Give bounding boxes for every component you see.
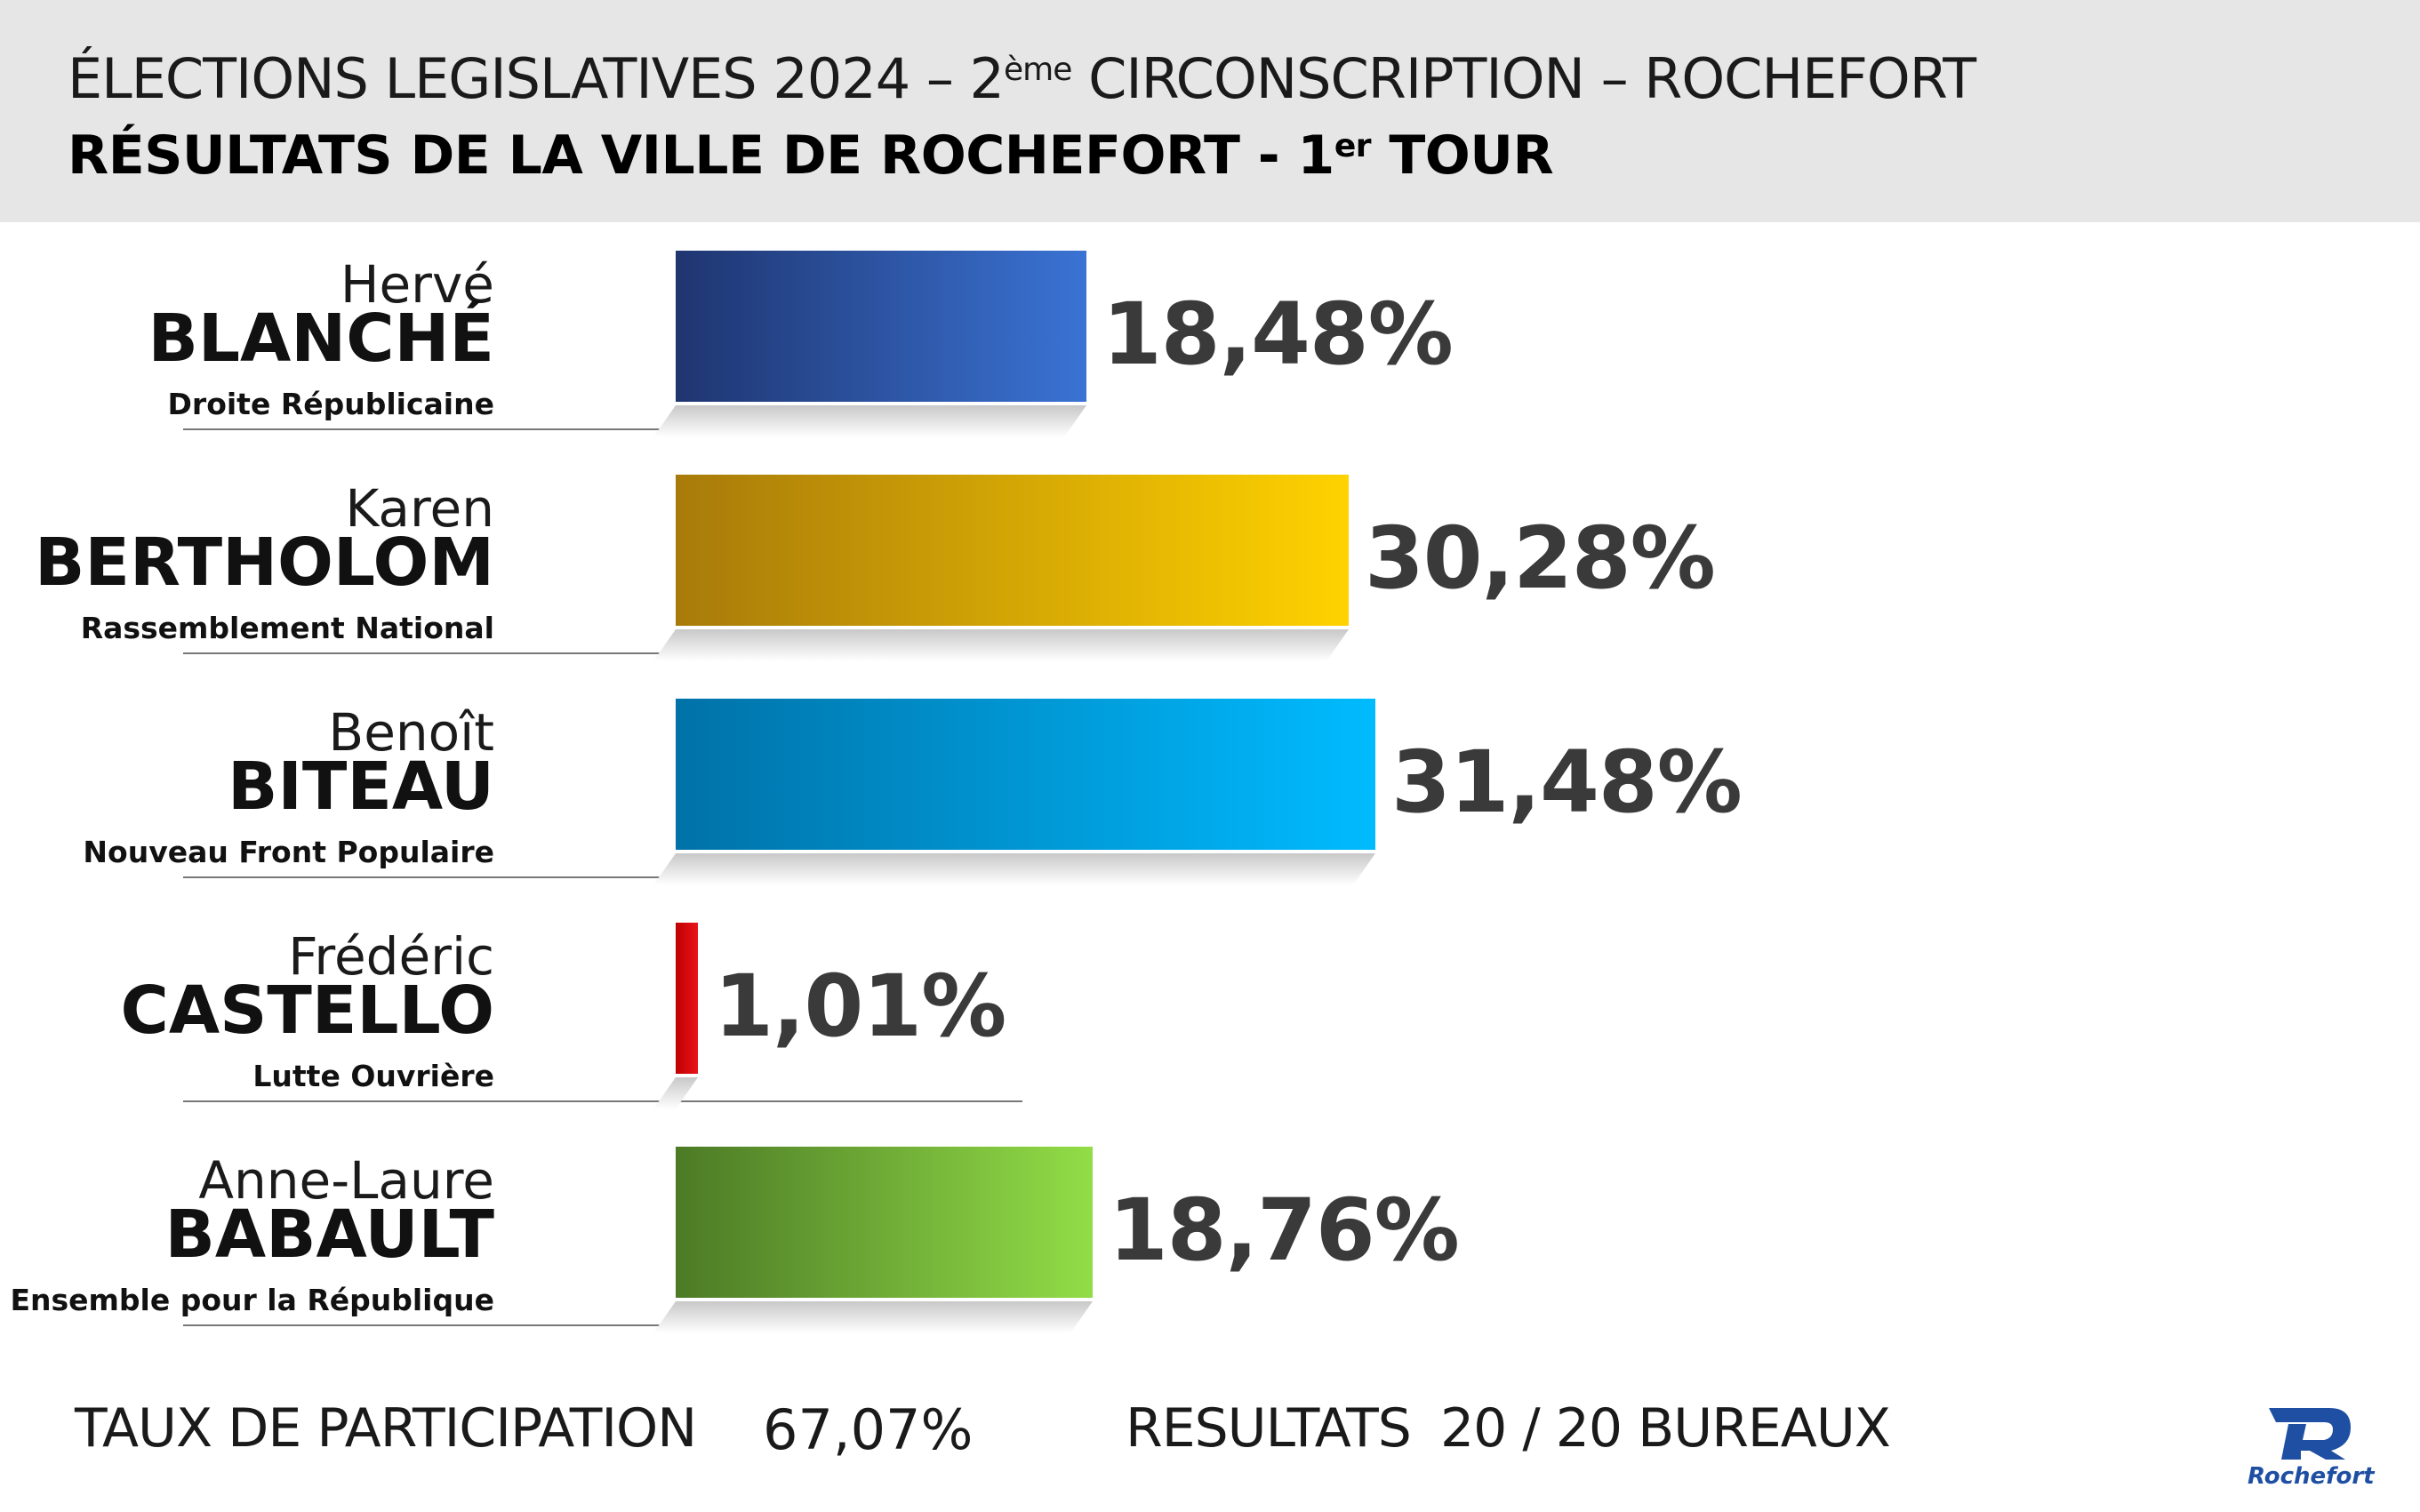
candidate-party: Rassemblement National xyxy=(80,611,494,645)
candidate-first-name: Anne-Laure xyxy=(198,1150,494,1211)
result-value: 30,28% xyxy=(1365,508,1716,608)
candidate-row: Anne-Laure BABAULT Ensemble pour la Républ… xyxy=(0,1127,2420,1351)
row-divider xyxy=(183,1100,1022,1102)
candidate-row: Hervé BLANCHÉ Droite Républicaine 18,48% xyxy=(0,231,2420,455)
bar-shadow xyxy=(653,629,1349,661)
bar-shadow xyxy=(653,853,1375,885)
candidate-last-name: BITEAU xyxy=(227,748,494,825)
row-divider xyxy=(183,1324,1022,1326)
result-value: 1,01% xyxy=(714,956,1006,1056)
row-divider xyxy=(183,428,1022,430)
candidate-last-name: BLANCHÉ xyxy=(148,300,494,377)
result-bar xyxy=(676,475,1349,626)
candidate-row: Karen BERTHOLOM Rassemblement National 30,2… xyxy=(0,455,2420,679)
bar-shadow xyxy=(653,405,1086,437)
candidate-party: Droite Républicaine xyxy=(167,387,494,421)
candidate-last-name: BERTHOLOM xyxy=(35,524,494,601)
candidate-last-name: CASTELLO xyxy=(120,972,494,1049)
result-bar xyxy=(676,923,699,1074)
candidate-first-name: Benoît xyxy=(328,702,494,763)
result-value: 18,48% xyxy=(1102,284,1454,384)
candidate-first-name: Frédéric xyxy=(288,926,494,987)
candidate-first-name: Karen xyxy=(345,478,494,539)
turnout-label: TAUX DE PARTICIPATION xyxy=(75,1397,697,1460)
result-bar xyxy=(676,251,1086,402)
result-bar xyxy=(676,699,1375,850)
bar-shadow xyxy=(653,1301,1093,1333)
header-subtitle: RÉSULTATS DE LA VILLE DE ROCHEFORT - 1er… xyxy=(68,124,1554,187)
candidate-party: Ensemble pour la République xyxy=(10,1283,494,1317)
results-value: 20 / 20 BUREAUX xyxy=(1440,1397,1891,1460)
row-divider xyxy=(183,652,1022,654)
rochefort-logo-text: Rochefort xyxy=(2248,1463,2375,1490)
result-value: 18,76% xyxy=(1109,1180,1460,1280)
result-bar xyxy=(676,1147,1093,1298)
row-divider xyxy=(183,876,1022,878)
header-banner: ÉLECTIONS LEGISLATIVES 2024 – 2ème CIRCO… xyxy=(0,0,2420,222)
candidate-row: Benoît BITEAU Nouveau Front Populaire 31,48… xyxy=(0,679,2420,903)
candidate-party: Lutte Ouvrière xyxy=(252,1059,494,1093)
candidate-row: Frédéric CASTELLO Lutte Ouvrière 1,01% xyxy=(0,903,2420,1127)
candidate-party: Nouveau Front Populaire xyxy=(83,835,494,869)
rochefort-logo-icon xyxy=(2269,1408,2351,1460)
candidate-first-name: Hervé xyxy=(340,254,494,315)
results-label: RESULTATS xyxy=(1126,1397,1412,1460)
candidate-last-name: BABAULT xyxy=(164,1196,494,1273)
turnout-value: 67,07% xyxy=(763,1397,974,1462)
bar-shadow xyxy=(653,1077,699,1109)
result-value: 31,48% xyxy=(1391,732,1743,832)
header-title: ÉLECTIONS LEGISLATIVES 2024 – 2ème CIRCO… xyxy=(68,46,1976,111)
